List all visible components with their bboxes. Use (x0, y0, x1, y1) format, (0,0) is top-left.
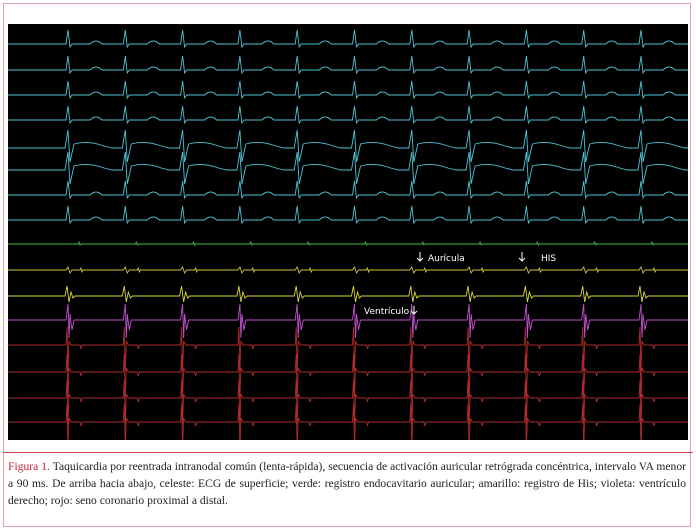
waveform (8, 303, 688, 339)
annotation: HIS (541, 254, 556, 264)
figure-frame (3, 3, 691, 527)
caption: Figura 1. Taquicardia por reentrada intr… (8, 458, 686, 509)
caption-text: Taquicardia por reentrada intranodal com… (8, 460, 686, 507)
waveform (8, 265, 688, 275)
waveform (8, 29, 688, 49)
caption-label: Figura 1. (8, 460, 50, 473)
tracing: Aurícula HIS Ventrículo (8, 24, 688, 440)
waveform (8, 326, 688, 372)
waveform (8, 353, 688, 399)
annotation: Ventrículo (364, 307, 410, 317)
waveform (8, 55, 688, 75)
waveform (8, 379, 688, 425)
waveform (8, 105, 688, 125)
tracing-background (8, 24, 688, 440)
waveform (8, 180, 688, 200)
waveform (8, 240, 688, 246)
annotation: Aurícula (428, 254, 465, 264)
separator (3, 452, 693, 453)
arrows (410, 252, 526, 315)
waveform (8, 205, 688, 225)
waveform (8, 285, 688, 303)
waveform (8, 129, 688, 163)
waveforms (8, 29, 688, 440)
waveform (8, 80, 688, 100)
waveform (8, 151, 688, 185)
waveform (8, 403, 688, 440)
